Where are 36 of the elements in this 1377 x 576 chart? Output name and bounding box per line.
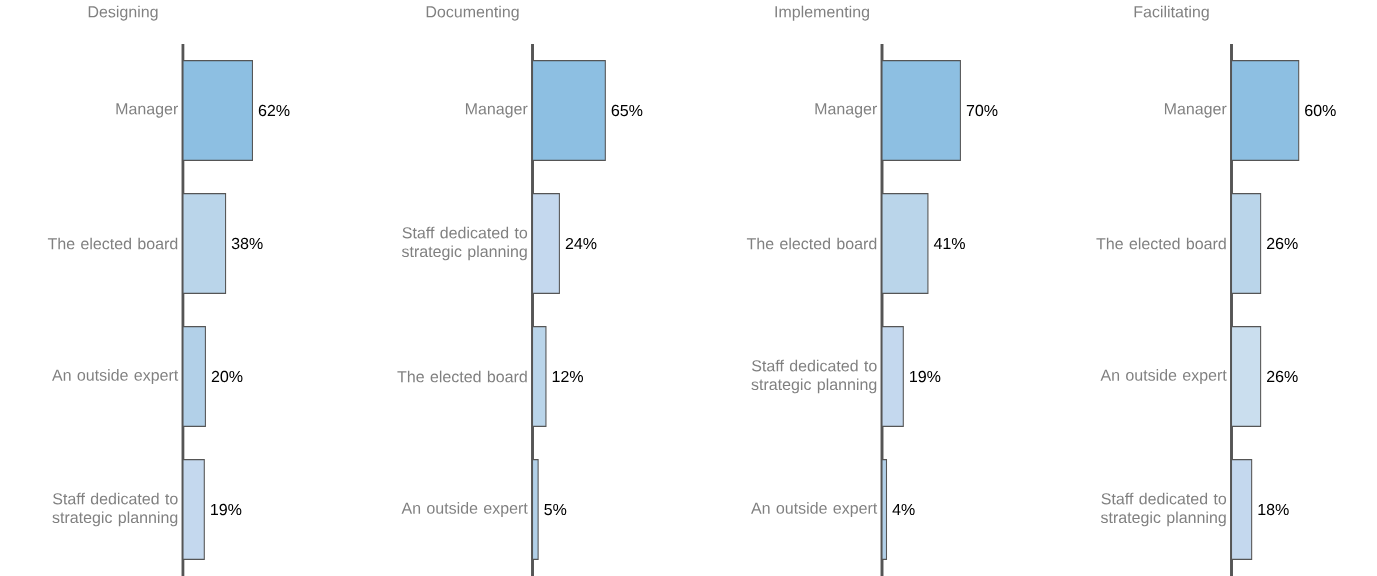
- data-label: 26%: [1267, 237, 1298, 250]
- data-label: 70%: [966, 104, 998, 117]
- y-tick-label: Staff dedicated to strategic planning: [52, 492, 178, 527]
- y-tick-label: The elected board: [746, 237, 877, 250]
- chart-title: Facilitating: [1134, 5, 1209, 21]
- data-label: 20%: [211, 370, 243, 383]
- chart-title: Documenting: [426, 5, 519, 21]
- data-label: 12%: [552, 370, 583, 383]
- y-tick-label: An outside expert: [401, 502, 528, 517]
- chart-title: Implementing: [775, 5, 869, 21]
- y-tick-label: Manager: [116, 103, 179, 118]
- y-tick-label: The elected board: [397, 370, 527, 383]
- data-label: 38%: [231, 237, 263, 250]
- data-label: 60%: [1305, 104, 1336, 117]
- y-tick-label: Staff dedicated to strategic planning: [751, 359, 877, 394]
- data-label: 4%: [892, 503, 915, 516]
- y-tick-label: An outside expert: [751, 502, 878, 517]
- y-tick-label: The elected board: [47, 237, 178, 250]
- y-tick-label: An outside expert: [1100, 369, 1227, 384]
- y-tick-label: Staff dedicated to strategic planning: [1100, 492, 1227, 527]
- data-label: 18%: [1258, 503, 1289, 516]
- data-label: 65%: [611, 104, 643, 117]
- data-label: 19%: [211, 503, 242, 516]
- y-tick-label: Manager: [1164, 103, 1227, 118]
- data-label: 24%: [565, 237, 597, 250]
- y-tick-label: An outside expert: [52, 369, 179, 384]
- y-tick-label: Staff dedicated to strategic planning: [401, 226, 528, 261]
- data-label: 26%: [1267, 370, 1298, 383]
- data-label: 41%: [933, 237, 965, 250]
- y-tick-label: Manager: [815, 103, 878, 118]
- y-tick-label: The elected board: [1096, 237, 1226, 250]
- chart-title: Designing: [88, 5, 158, 21]
- data-label: 5%: [544, 503, 567, 516]
- data-label: 19%: [910, 370, 941, 383]
- y-tick-label: Manager: [465, 103, 528, 118]
- data-label: 62%: [258, 104, 290, 117]
